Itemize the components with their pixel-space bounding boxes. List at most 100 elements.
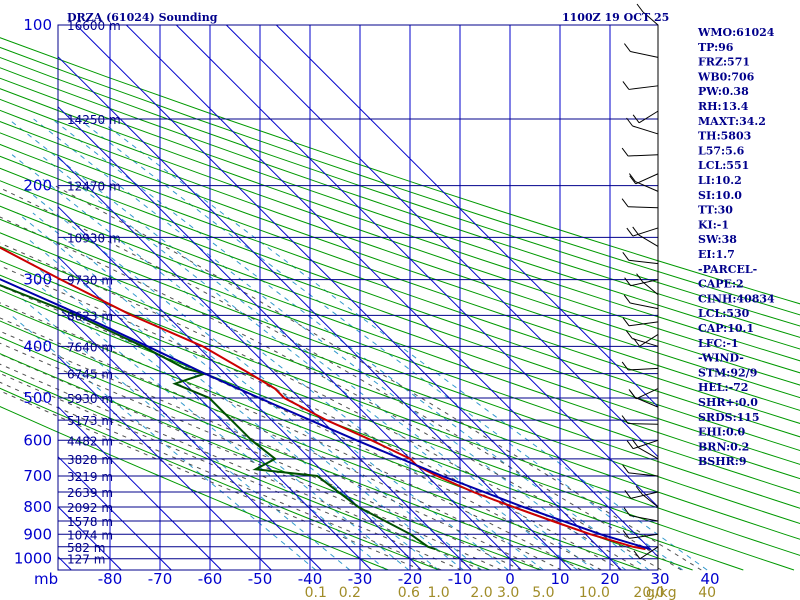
wind-barb	[628, 259, 659, 265]
mixing-ratio-tick-label: 20.0	[633, 585, 664, 600]
mixing-ratio-tick-label: 40	[698, 585, 716, 600]
height-label: 2639 m	[67, 486, 113, 500]
wind-barb-flag	[621, 415, 629, 424]
pressure-tick-label: 700	[23, 467, 52, 485]
dry-adiabat-line	[0, 98, 800, 374]
height-label: 5173 m	[67, 414, 113, 428]
isotherm-line	[57, 306, 322, 571]
index-item: -WIND-	[698, 352, 744, 365]
index-item: CAPE:2	[698, 278, 744, 291]
wind-barb	[628, 154, 659, 157]
dry-adiabat-line	[0, 370, 490, 571]
wind-barb-flag	[623, 507, 631, 516]
dry-adiabat-line	[0, 77, 800, 350]
wind-barb	[632, 125, 659, 135]
mixing-ratio-line	[39, 154, 578, 571]
wind-barb	[628, 472, 659, 477]
height-label: 582 m	[67, 541, 105, 555]
wind-barb	[628, 423, 659, 425]
moist-adiabat-line	[0, 353, 502, 571]
temperature-tick-label: -50	[248, 570, 273, 588]
wind-barb-flag	[621, 198, 629, 208]
wind-barb	[628, 85, 659, 90]
index-item: EI:1.7	[698, 248, 735, 261]
index-item: WB0:706	[697, 70, 755, 83]
height-label: 1578 m	[67, 515, 113, 529]
pressure-tick-label: 800	[23, 498, 52, 516]
wind-barb-flag	[633, 550, 641, 560]
height-label: 2092 m	[67, 501, 113, 515]
index-item: KI:-1	[698, 218, 729, 231]
index-item: HEL:-72	[698, 381, 748, 394]
wind-barb-flag	[626, 440, 634, 449]
temperature-tick-label: 20	[600, 570, 619, 588]
wind-barb	[628, 367, 659, 371]
wind-barb	[630, 51, 659, 58]
isotherm-line	[75, 24, 622, 571]
dry-adiabat-line	[0, 167, 800, 452]
wind-barb	[628, 321, 659, 327]
dry-adiabat-line	[0, 46, 800, 316]
wind-barb	[634, 397, 659, 408]
wind-barb-flag	[635, 485, 643, 495]
isotherm-line	[175, 24, 659, 508]
index-item: SW:38	[698, 233, 737, 246]
mixing-ratio-line	[32, 212, 482, 571]
isotherm-line	[125, 24, 659, 558]
wind-barb-flag	[621, 361, 629, 371]
wind-barb	[630, 491, 659, 499]
index-item: CAP:10.1	[698, 322, 754, 335]
temperature-tick-label: -30	[348, 570, 373, 588]
dry-adiabat-line	[0, 67, 800, 338]
mixing-ratio-tick-label: 2.0	[470, 585, 492, 600]
mixing-ratio-line	[17, 212, 464, 571]
dry-adiabat-line	[0, 88, 800, 362]
temperature-line	[0, 246, 646, 551]
height-label: 16600 m	[67, 19, 121, 33]
series-lines	[0, 246, 651, 551]
pressure-tick-label: 200	[23, 177, 52, 195]
pressure-unit-label: mb	[34, 570, 58, 588]
index-item: CINH:40834	[698, 292, 775, 305]
index-item: RH:13.4	[698, 100, 749, 113]
dry-adiabat-line	[0, 320, 643, 571]
height-label: 5930 m	[67, 392, 113, 406]
wind-barb	[630, 302, 659, 310]
mixing-ratio-tick-label: 10.0	[579, 585, 610, 600]
wind-barb-flag	[629, 175, 637, 185]
wind-barb-flag	[624, 490, 632, 499]
chart-time: 1100Z 19 OCT 25	[562, 11, 669, 24]
wind-barb-flag	[624, 277, 631, 287]
dry-adiabat-line	[0, 405, 389, 571]
wind-barb	[632, 338, 659, 347]
dry-adiabat-line	[0, 37, 800, 305]
wind-barb	[632, 439, 659, 450]
mixing-ratio-line	[21, 185, 509, 571]
height-label: 127 m	[67, 553, 105, 567]
dry-adiabat-line	[0, 192, 800, 480]
isotherm-line	[57, 156, 472, 571]
height-label: 6745 m	[67, 368, 113, 382]
index-item: MAXT:34.2	[698, 115, 766, 128]
temperature-tick-label: -80	[98, 570, 123, 588]
dry-adiabat-line	[0, 155, 800, 438]
mixing-ratio-tick-label: 0.2	[339, 585, 361, 600]
index-item: BRN:0.2	[698, 440, 749, 453]
dry-adiabat-line	[0, 205, 800, 494]
moist-adiabat-line	[0, 390, 422, 571]
index-item: WMO:61024	[697, 26, 775, 39]
index-item: TP:96	[698, 41, 734, 54]
dry-adiabat-line	[0, 246, 800, 540]
mixing-ratio-tick-label: 3.0	[497, 585, 519, 600]
isotherm-line	[275, 24, 659, 408]
wind-barb	[638, 234, 659, 247]
mixing-ratio-tick-label: 5.0	[532, 585, 554, 600]
index-item: TH:5803	[698, 130, 751, 143]
wind-barb-flag	[621, 147, 629, 157]
moist-adiabat-line	[0, 330, 542, 571]
pressure-tick-label: 900	[23, 525, 52, 543]
pressure-tick-label: 600	[23, 431, 52, 449]
wind-barb	[635, 388, 659, 400]
height-label: 8623 m	[67, 309, 113, 323]
